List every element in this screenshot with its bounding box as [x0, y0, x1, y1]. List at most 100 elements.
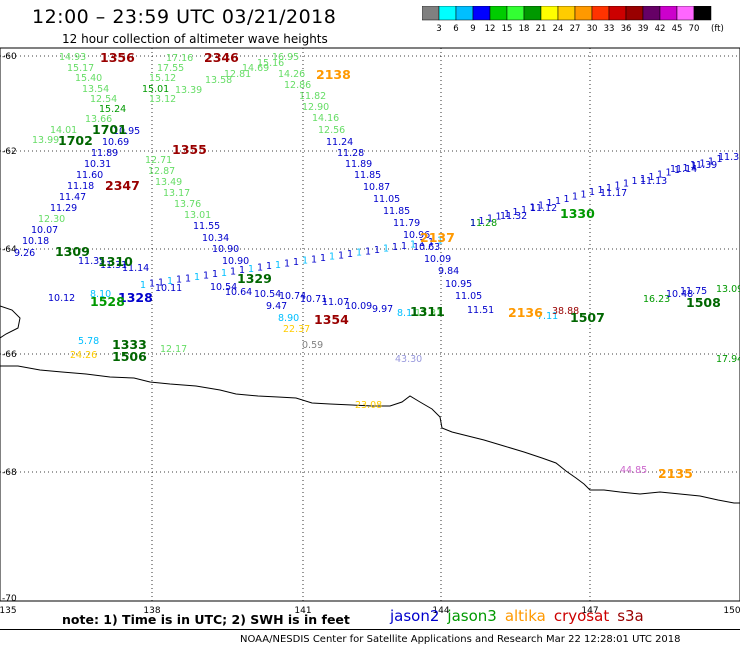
track-trace: 1: [347, 249, 353, 260]
pass-time-label: 1528: [90, 294, 125, 309]
wave-height-label: 12.71: [145, 155, 172, 166]
track-trace: 1: [239, 265, 245, 276]
wave-height-label: 12.81: [224, 69, 251, 80]
wave-height-label: 13.58: [205, 75, 232, 86]
wave-height-label: 17.16: [166, 53, 193, 64]
wave-height-label: 15.40: [75, 73, 102, 84]
longitude-label: 150: [723, 606, 740, 616]
latitude-labels: -60 -62 -64 -66 -68 -70: [2, 52, 17, 604]
track-trace: 1: [212, 269, 218, 280]
colorbar-tick-label: 30: [587, 24, 598, 34]
colorbar-tick-label: 21: [536, 24, 547, 34]
track-trace: 1: [140, 280, 146, 291]
wave-height-label: 8.10: [90, 289, 111, 300]
track-trace: 1: [581, 189, 587, 200]
colorbar-tick-label: 42: [655, 24, 666, 34]
track-trace: 1: [194, 272, 200, 283]
track-trace: 1: [606, 183, 612, 194]
longitude-label: 141: [294, 606, 311, 616]
wave-height-label: 14.01: [50, 125, 77, 136]
wave-height-label: 11.79: [393, 218, 420, 229]
wave-height-label: 10.34: [202, 233, 229, 244]
latitude-label: -62: [2, 147, 17, 157]
legend-entry-jason3: jason3: [447, 607, 497, 625]
colorbar-tick-label: 15: [502, 24, 513, 34]
wave-height-label: 14.93: [59, 52, 86, 63]
pass-time-label: 1309: [55, 244, 90, 259]
wave-height-label: 15.24: [99, 104, 126, 115]
wave-height-label: 13.39: [175, 85, 202, 96]
wave-height-label: 8.11: [397, 308, 418, 319]
track-trace: 1: [717, 154, 723, 165]
track-trace: 1: [419, 238, 425, 249]
track-trace: 1: [657, 170, 663, 181]
track-trace: 1: [374, 245, 380, 256]
pass-time-label: 1354: [314, 312, 349, 327]
track-trace: 1: [401, 241, 407, 252]
wave-height-label: 11.75: [680, 286, 707, 297]
wave-height-label: 11.28: [470, 218, 497, 229]
pass-time-label: 2137: [420, 230, 455, 245]
page-title: 12:00 – 23:59 UTC 03/21/2018: [32, 6, 337, 28]
wave-height-label: 10.87: [363, 182, 390, 193]
wave-height-label: 13.66: [85, 114, 112, 125]
wave-height-label: 11.3: [718, 152, 739, 163]
wave-height-label: 11.89: [91, 148, 118, 159]
track-trace: 1: [365, 246, 371, 257]
track-trace: 1: [623, 178, 629, 189]
wave-height-label: 23.08: [355, 400, 382, 411]
legend-entry-s3a: s3a: [617, 607, 644, 625]
wave-height-label: 17.94: [716, 354, 740, 365]
track-trace: 1: [437, 235, 443, 246]
wave-height-label: 10.95: [445, 279, 472, 290]
latitude-label: -60: [2, 52, 17, 62]
wave-height-label: 11.89: [345, 159, 372, 170]
colorbar-tick-label: 70: [689, 24, 700, 34]
track-trace: 1: [230, 267, 236, 278]
track-trace: 1: [691, 161, 697, 172]
wave-height-label: 13.12: [149, 94, 176, 105]
graticule: [0, 48, 740, 601]
track-trace: 1: [547, 198, 553, 209]
colorbar-swatch: [693, 6, 712, 21]
track-trace: 1: [496, 211, 502, 222]
pass-time-label: 1506: [112, 349, 147, 364]
track-trace: 1: [513, 207, 519, 218]
legend-entry-altika: altika: [504, 607, 546, 625]
track-trace: 1: [487, 214, 493, 225]
track-trace: 1: [176, 275, 182, 286]
pass-time-label: 1508: [686, 295, 721, 310]
pass-time-label: 1356: [100, 50, 135, 65]
wave-height-label: 7.11: [537, 311, 558, 322]
wave-height-label: 11.55: [193, 221, 220, 232]
pass-time-label: 2347: [105, 178, 140, 193]
legend-entry-jason2: jason2: [390, 607, 440, 625]
pass-time-label: 1702: [58, 133, 93, 148]
wave-height-label: 11.12: [530, 203, 557, 214]
pass-time-label: 1310: [98, 254, 133, 269]
track-trace: 1: [356, 248, 362, 259]
wave-height-label: 11.29: [50, 203, 77, 214]
wave-height-label: 11.17: [600, 188, 627, 199]
wave-height-label: 10.09: [345, 301, 372, 312]
colorbar-tick-label: 12: [485, 24, 496, 34]
colorbar-tick-label: 18: [519, 24, 530, 34]
wave-height-label: 11.07: [322, 297, 349, 308]
map-frame: [0, 47, 740, 602]
wave-height-label: 11.35: [78, 256, 105, 267]
wave-height-label: 44.85: [620, 465, 647, 476]
latitude-label: -66: [2, 350, 17, 360]
wave-height-label: 10.12: [48, 293, 75, 304]
wave-height-label: 11.39: [690, 160, 717, 171]
longitude-label: 138: [143, 606, 160, 616]
pass-time-label: 2138: [316, 67, 351, 82]
wave-height-label: 11.32: [500, 211, 527, 222]
wave-height-label: 38.88: [552, 306, 579, 317]
wave-height-label: 12.90: [302, 102, 329, 113]
track-trace: 1: [158, 277, 164, 288]
wave-height-label: 11.18: [67, 181, 94, 192]
wave-height-label: 12.87: [148, 166, 175, 177]
wave-height-label: 11.82: [299, 91, 326, 102]
track-trace: 1: [479, 216, 485, 227]
